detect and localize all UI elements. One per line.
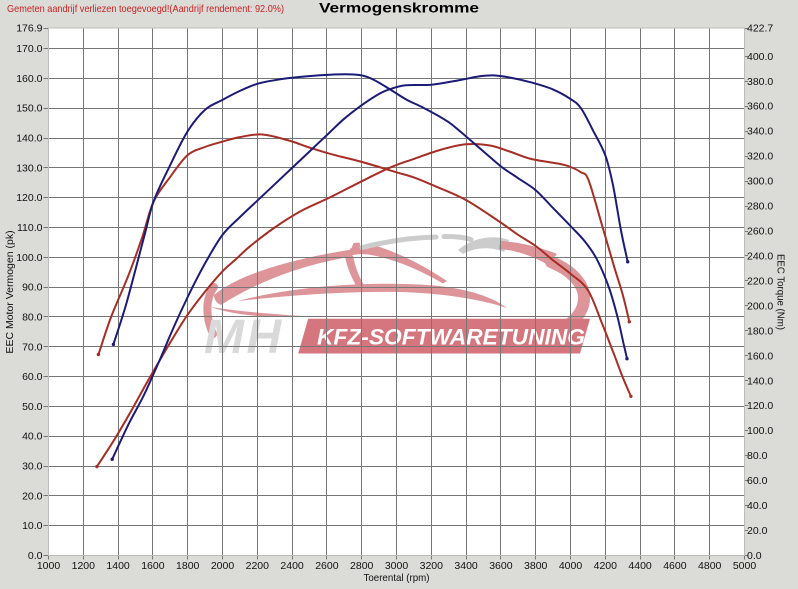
svg-text:110.0: 110.0	[17, 222, 43, 234]
svg-text:0.0: 0.0	[747, 550, 762, 562]
svg-text:KFZ-SOFTWARETUNING: KFZ-SOFTWARETUNING	[317, 324, 585, 349]
svg-text:EEC Torque (Nm): EEC Torque (Nm)	[774, 254, 786, 330]
svg-text:Vermogenskromme: Vermogenskromme	[319, 1, 480, 16]
svg-text:30.0: 30.0	[22, 461, 43, 473]
svg-text:360.0: 360.0	[747, 101, 773, 113]
svg-text:3400: 3400	[454, 560, 478, 572]
svg-text:176.9: 176.9	[16, 23, 42, 35]
svg-text:280.0: 280.0	[747, 201, 773, 213]
svg-text:1200: 1200	[72, 560, 96, 572]
svg-text:20.0: 20.0	[22, 490, 43, 502]
svg-text:240.0: 240.0	[747, 251, 773, 263]
svg-text:160.0: 160.0	[16, 73, 42, 85]
svg-text:4000: 4000	[559, 560, 583, 572]
svg-text:80.0: 80.0	[22, 311, 43, 323]
svg-text:60.0: 60.0	[22, 371, 43, 383]
svg-text:1600: 1600	[141, 560, 165, 572]
svg-text:120.0: 120.0	[16, 192, 42, 204]
svg-text:EEC Motor Vermogen (pk): EEC Motor Vermogen (pk)	[4, 230, 16, 353]
svg-text:1800: 1800	[176, 560, 200, 572]
svg-text:4800: 4800	[698, 560, 722, 572]
svg-text:180.0: 180.0	[747, 325, 773, 337]
svg-text:3000: 3000	[385, 560, 409, 572]
svg-text:3800: 3800	[524, 560, 548, 572]
svg-text:2200: 2200	[246, 560, 270, 572]
svg-text:160.0: 160.0	[747, 350, 773, 362]
svg-text:120.0: 120.0	[747, 400, 773, 412]
svg-text:3600: 3600	[489, 560, 513, 572]
svg-text:4200: 4200	[594, 560, 618, 572]
svg-text:80.0: 80.0	[747, 450, 768, 462]
svg-text:2600: 2600	[315, 560, 339, 572]
svg-text:340.0: 340.0	[747, 126, 773, 138]
svg-text:140.0: 140.0	[16, 133, 42, 145]
svg-text:1000: 1000	[37, 560, 61, 572]
svg-text:220.0: 220.0	[747, 276, 773, 288]
svg-text:380.0: 380.0	[747, 76, 773, 88]
svg-text:3200: 3200	[420, 560, 444, 572]
svg-text:2400: 2400	[280, 560, 304, 572]
svg-text:100.0: 100.0	[16, 252, 42, 264]
svg-text:70.0: 70.0	[22, 341, 43, 353]
svg-text:400.0: 400.0	[747, 51, 773, 63]
svg-text:100.0: 100.0	[747, 425, 773, 437]
svg-text:60.0: 60.0	[747, 475, 768, 487]
svg-text:50.0: 50.0	[22, 401, 43, 413]
svg-text:10.0: 10.0	[22, 520, 43, 532]
svg-text:2800: 2800	[350, 560, 374, 572]
svg-text:300.0: 300.0	[747, 176, 773, 188]
svg-text:90.0: 90.0	[22, 282, 43, 294]
svg-text:0.0: 0.0	[28, 550, 43, 562]
svg-text:140.0: 140.0	[747, 375, 773, 387]
svg-text:1400: 1400	[106, 560, 130, 572]
svg-text:320.0: 320.0	[747, 151, 773, 163]
svg-text:150.0: 150.0	[16, 103, 42, 115]
svg-text:200.0: 200.0	[747, 300, 773, 312]
svg-text:4400: 4400	[628, 560, 652, 572]
svg-text:5000: 5000	[733, 560, 757, 572]
svg-text:170.0: 170.0	[16, 43, 42, 55]
svg-text:Gemeten aandrijf verliezen toe: Gemeten aandrijf verliezen toegevoegd!(A…	[7, 3, 284, 15]
svg-text:40.0: 40.0	[747, 500, 768, 512]
svg-text:MH: MH	[204, 311, 284, 364]
svg-text:4600: 4600	[663, 560, 687, 572]
svg-text:20.0: 20.0	[747, 525, 768, 537]
svg-text:130.0: 130.0	[16, 162, 42, 174]
svg-text:2000: 2000	[211, 560, 235, 572]
svg-text:40.0: 40.0	[22, 431, 43, 443]
svg-text:260.0: 260.0	[747, 226, 773, 238]
svg-text:Toerental (rpm): Toerental (rpm)	[364, 572, 430, 584]
svg-text:422.7: 422.7	[747, 23, 773, 35]
